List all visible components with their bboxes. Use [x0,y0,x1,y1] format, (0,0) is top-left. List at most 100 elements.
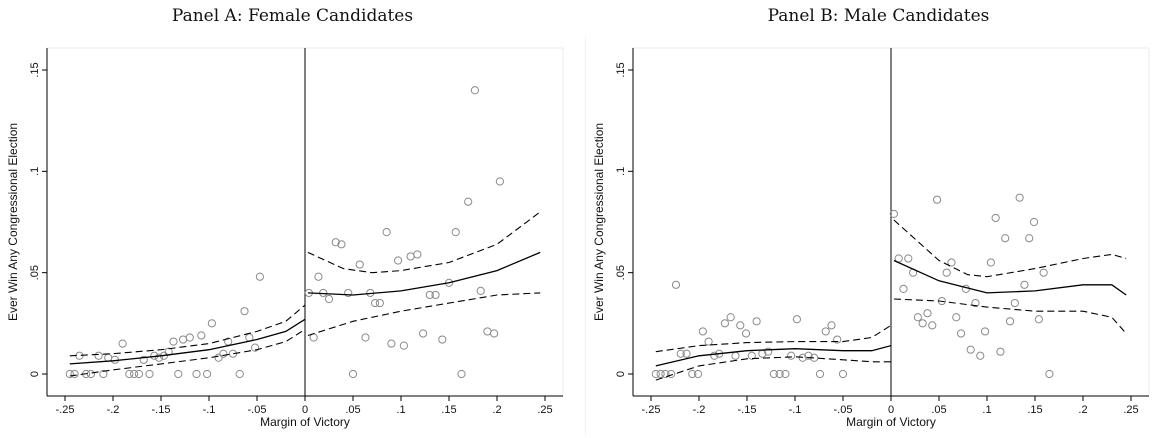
data-point [314,272,323,281]
data-point [413,250,422,259]
y-tick-label: .1 [615,167,627,176]
x-tick-label: -.2 [107,404,120,416]
x-tick-label: -.05 [834,404,853,416]
data-point [70,369,79,379]
data-point [464,197,473,206]
data-point [1015,193,1024,202]
ci-upper-right [893,219,1127,278]
data-point [651,369,660,379]
data-point [399,341,408,350]
data-point [355,260,364,269]
x-tick-label: .15 [1027,404,1042,416]
data-point [693,369,703,379]
data-point [1039,268,1048,277]
data-point [775,369,784,379]
data-point [966,345,975,354]
y-tick-label: 0 [615,371,627,377]
x-tick-label: -.05 [248,404,267,416]
chart-title: Panel A: Female Candidates [171,6,414,26]
data-point [736,321,745,330]
data-point [952,313,961,322]
data-point [781,369,790,379]
x-tick-label: .05 [345,404,360,416]
fit-line-left [69,318,306,365]
x-tick-label: 0 [302,404,308,416]
y-tick-label: 0 [29,371,41,377]
data-point [255,272,264,281]
data-point [710,351,719,360]
data-point [932,195,942,204]
data-point [394,256,403,265]
data-point [348,369,358,379]
y-tick-label: .1 [29,167,41,176]
data-point [904,254,913,263]
data-point [1005,317,1015,326]
data-point [219,349,228,358]
data-point [387,339,396,348]
data-point [956,329,966,338]
data-point [483,327,492,336]
data-point [971,298,980,308]
data-point [337,240,346,249]
x-tick-label: .25 [1123,404,1138,416]
data-point [980,327,990,336]
data-point [688,369,697,379]
data-point [1025,234,1034,243]
data-point [214,353,223,362]
x-tick-label: .1 [982,404,991,416]
data-point [86,369,96,379]
data-point [787,351,796,360]
data-point [130,369,139,379]
data-point [996,347,1005,356]
data-point [1020,280,1029,289]
data-point [821,327,830,336]
ci-lower-right [893,298,1127,334]
data-point [118,339,127,348]
data-point [833,335,842,344]
y-tick-label: .05 [615,265,627,280]
data-point [889,209,898,218]
fit-line-right [307,251,541,296]
x-tick-label: -.1 [789,404,802,416]
x-tick-label: -.2 [693,404,706,416]
data-point [923,309,932,318]
ci-lower-left [655,356,891,381]
data-point [490,329,499,338]
data-point [720,319,730,328]
x-tick-label: -.15 [738,404,757,416]
data-point [726,313,735,322]
data-point [99,369,108,379]
data-point [431,290,440,300]
data-point [451,228,460,237]
y-tick-label: .15 [615,62,627,77]
data-point [764,347,773,356]
fit-line-right [893,259,1127,296]
data-point [661,369,670,379]
x-axis-label: Margin of Victory [846,415,936,429]
data-point [418,329,428,338]
panel-b: Panel B: Male Candidates -.25 -.2 -.15 -.1-… [586,0,1171,438]
panel-separator [585,36,586,436]
chart-svg: -.25 -.2 -.15 -.1 -.05 0 .05 .1 .15 .2 .25 0 .05 .1 .1… [6,47,564,429]
data-point [134,369,144,379]
x-tick-label: 0 [888,404,894,416]
y-tick-label: .05 [29,265,41,280]
data-point [457,369,466,379]
data-point [747,351,756,360]
data-point [682,349,691,358]
data-point [370,298,380,308]
data-point [375,298,384,308]
x-tick-label: -.25 [642,404,661,416]
data-point [698,327,707,336]
ci-lower-right [307,292,541,337]
ci-upper-left [69,304,306,357]
data-point [676,349,685,358]
data-point [125,369,134,379]
data-point [918,319,927,328]
data-point [154,353,164,362]
data-point [815,369,825,379]
data-point [250,343,260,352]
data-point [145,369,154,379]
data-point [792,315,802,324]
data-point [438,335,447,344]
